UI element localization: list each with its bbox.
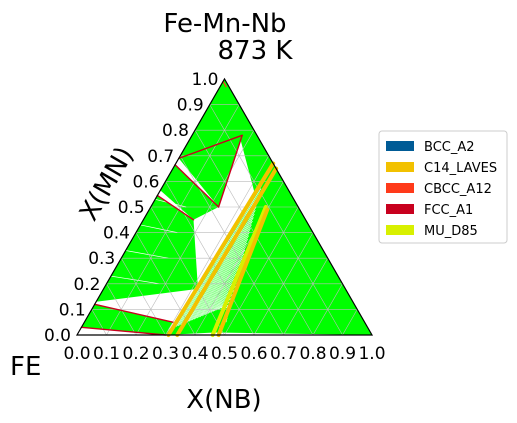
legend-swatch-mu_d85 xyxy=(386,225,414,235)
legend-label-fcc_a1: FCC_A1 xyxy=(424,203,473,218)
legend-label-cbcc_a12: CBCC_A12 xyxy=(424,182,492,197)
x-tick-label: 0.0 xyxy=(63,344,90,364)
x-tick-labels: 0.0 0.1 0.2 0.3 0.4 0.5 0.6 0.7 0.8 0.9 1.0 xyxy=(63,344,385,364)
legend-swatch-c14_laves xyxy=(386,162,414,172)
y-tick-label: 0.4 xyxy=(103,224,130,244)
legend-label-bcc_a2: BCC_A2 xyxy=(424,140,475,155)
y-tick-label: 1.0 xyxy=(191,70,218,90)
corner-label: FE xyxy=(10,352,41,382)
y-tick-label: 0.0 xyxy=(44,326,71,346)
x-axis-label: X(NB) xyxy=(186,385,261,415)
y-tick-label: 0.6 xyxy=(132,172,159,192)
x-tick-label: 0.1 xyxy=(93,344,120,364)
legend-swatch-fcc_a1 xyxy=(386,204,414,214)
x-tick-label: 0.4 xyxy=(181,344,208,364)
x-tick-label: 0.5 xyxy=(211,344,238,364)
chart-subtitle: 873 K xyxy=(218,36,294,66)
x-tick-label: 0.6 xyxy=(240,344,267,364)
y-tick-label: 0.7 xyxy=(147,147,174,167)
legend-swatch-bcc_a2 xyxy=(386,141,414,151)
legend-swatch-cbcc_a12 xyxy=(386,183,414,193)
y-tick-label: 0.8 xyxy=(162,121,189,141)
legend-label-mu_d85: MU_D85 xyxy=(424,224,478,239)
y-tick-label: 0.5 xyxy=(118,198,145,218)
legend: BCC_A2 C14_LAVES CBCC_A12 FCC_A1 MU_D85 xyxy=(379,131,507,243)
y-tick-label: 0.9 xyxy=(177,96,204,116)
y-tick-label: 0.1 xyxy=(59,300,86,320)
y-tick-label: 0.3 xyxy=(88,249,115,269)
x-tick-label: 0.8 xyxy=(299,344,326,364)
x-tick-label: 0.7 xyxy=(270,344,297,364)
y-tick-label: 0.2 xyxy=(73,275,100,295)
x-tick-label: 1.0 xyxy=(358,344,385,364)
x-tick-label: 0.3 xyxy=(152,344,179,364)
chart-title: Fe-Mn-Nb xyxy=(163,9,286,39)
x-tick-label: 0.9 xyxy=(329,344,356,364)
legend-label-c14_laves: C14_LAVES xyxy=(424,161,497,176)
x-tick-label: 0.2 xyxy=(122,344,149,364)
